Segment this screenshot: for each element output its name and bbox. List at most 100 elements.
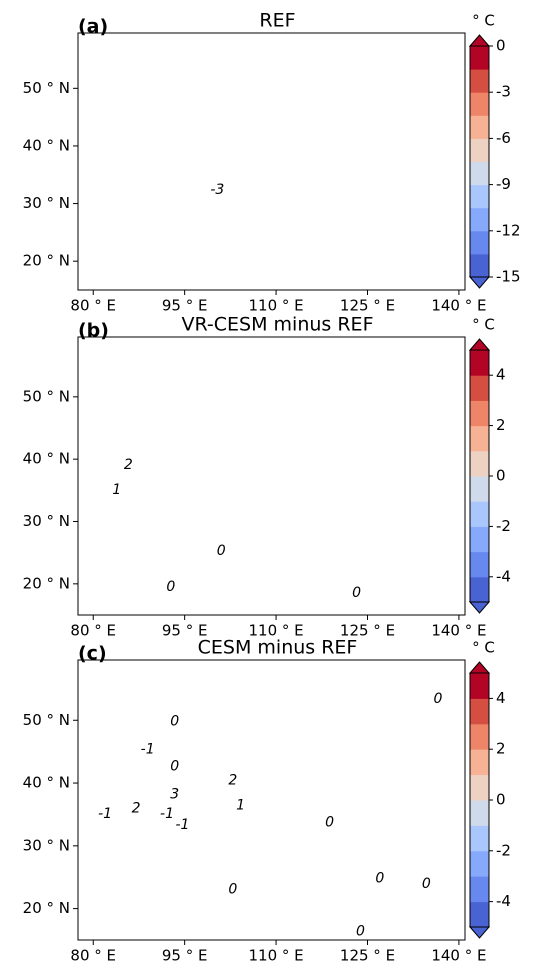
colorbar-extend xyxy=(470,602,489,613)
contour-fill xyxy=(78,84,465,118)
contour-label: -1 xyxy=(176,817,190,833)
x-tick-label: 140 ° E xyxy=(431,622,486,640)
colorbar-segment xyxy=(470,92,489,116)
y-tick-label: 20 ° N xyxy=(23,574,70,592)
colorbar-tick-label: -4 xyxy=(496,567,511,585)
map-frame xyxy=(78,337,465,615)
contour-line xyxy=(78,110,465,116)
contour-label: 0 xyxy=(228,882,237,898)
y-tick-label: 30 ° N xyxy=(23,836,70,854)
contour-fill xyxy=(78,33,465,68)
unit: ° C xyxy=(472,639,495,657)
colorbar-tick-label: -2 xyxy=(496,517,511,535)
colorbar-segment xyxy=(470,185,489,209)
contour-fill xyxy=(105,185,285,241)
x-tick-label: 80 ° E xyxy=(70,947,116,963)
contour-label: 0 xyxy=(375,870,384,886)
contour-label: 0 xyxy=(422,876,431,892)
x-tick-label: 95 ° E xyxy=(162,947,208,963)
map-field xyxy=(78,337,465,615)
colorbar-segment xyxy=(470,426,489,452)
colorbar-extend xyxy=(470,339,489,350)
colorbar-tick-label: 2 xyxy=(496,740,506,758)
contour-label: 2 xyxy=(124,457,133,473)
colorbar-tick-label: -15 xyxy=(496,268,521,286)
y-tick-label: 50 ° N xyxy=(23,387,70,405)
colorbar-tick-label: 0 xyxy=(496,467,506,485)
contour-fill xyxy=(78,337,136,454)
contour-fill xyxy=(90,545,128,615)
unit: ° C xyxy=(472,12,495,30)
contour-fill xyxy=(97,754,310,826)
contour-line xyxy=(78,51,465,57)
panel-label: (b) xyxy=(78,320,109,342)
contour-fill xyxy=(86,459,234,500)
colorbar-segment xyxy=(470,775,489,801)
y-tick-label: 20 ° N xyxy=(23,252,70,270)
colorbar-segment xyxy=(470,46,489,70)
contour-label: -1 xyxy=(98,806,112,822)
colorbar-segment xyxy=(470,375,489,401)
x-tick-label: 80 ° E xyxy=(70,297,116,315)
contour-fill xyxy=(78,337,465,615)
colorbar-segment xyxy=(470,876,489,902)
panel-title: VR-CESM minus REF xyxy=(182,314,374,336)
y-tick-label: 20 ° N xyxy=(23,899,70,917)
contour-label: 1 xyxy=(236,798,245,814)
contour-line xyxy=(78,138,465,144)
x-tick-label: 110 ° E xyxy=(248,297,303,315)
colorbar-tick-label: 4 xyxy=(496,689,506,707)
colorbar-extend xyxy=(470,662,489,673)
contour-fill xyxy=(78,110,465,141)
colorbar-segment xyxy=(470,825,489,851)
x-tick-label: 110 ° E xyxy=(248,947,303,963)
colorbar-segment xyxy=(470,162,489,186)
colorbar-segment xyxy=(470,800,489,826)
colorbar-tick-label: -4 xyxy=(496,892,511,910)
x-tick-label: 125 ° E xyxy=(340,947,395,963)
contour-label: 0 xyxy=(356,924,365,940)
colorbar-tick-label: -2 xyxy=(496,841,511,859)
colorbar-extend xyxy=(470,35,489,46)
y-tick-label: 30 ° N xyxy=(23,512,70,530)
contour-label: 3 xyxy=(170,786,179,802)
colorbar-tick-label: -9 xyxy=(496,175,511,193)
x-tick-label: 140 ° E xyxy=(431,947,486,963)
contour-label: 0 xyxy=(170,758,179,774)
contour-fill xyxy=(140,184,179,196)
contour-label: -1 xyxy=(160,806,174,822)
colorbar-extend xyxy=(470,277,489,288)
contour-label: 0 xyxy=(170,714,179,730)
colorbar-segment xyxy=(470,476,489,502)
panel-label: (a) xyxy=(78,16,108,38)
contour-label: 2 xyxy=(132,800,141,816)
y-tick-label: 40 ° N xyxy=(23,136,70,154)
colorbar-segment xyxy=(470,501,489,527)
country-border xyxy=(109,710,422,884)
colorbar-tick-label: 2 xyxy=(496,416,506,434)
country-border xyxy=(109,79,422,238)
panel-label: (c) xyxy=(78,643,107,665)
colorbar-tick-label: 0 xyxy=(496,791,506,809)
map-panel: 80 ° E 95 ° E 110 ° E 125 ° E 140 ° E 20 ° N 3… xyxy=(23,637,511,963)
x-tick-label: 140 ° E xyxy=(431,297,486,315)
contour-label: 0 xyxy=(325,814,334,830)
contour-fill xyxy=(194,476,465,615)
contour-line xyxy=(78,82,465,88)
contour-fill xyxy=(78,59,465,97)
y-tick-label: 50 ° N xyxy=(23,79,70,97)
colorbar-segment xyxy=(470,208,489,232)
colorbar-segment xyxy=(470,749,489,775)
contour-label: 2 xyxy=(228,772,237,788)
colorbar-segment xyxy=(470,577,489,603)
map-field xyxy=(78,33,465,290)
y-tick-label: 50 ° N xyxy=(23,711,70,729)
colorbar-segment xyxy=(470,552,489,578)
colorbar-segment xyxy=(470,526,489,552)
colorbar-segment xyxy=(470,400,489,426)
colorbar-segment xyxy=(470,115,489,139)
colorbar-segment xyxy=(470,851,489,877)
contour-label: 1 xyxy=(112,482,121,498)
x-tick-label: 95 ° E xyxy=(162,297,208,315)
